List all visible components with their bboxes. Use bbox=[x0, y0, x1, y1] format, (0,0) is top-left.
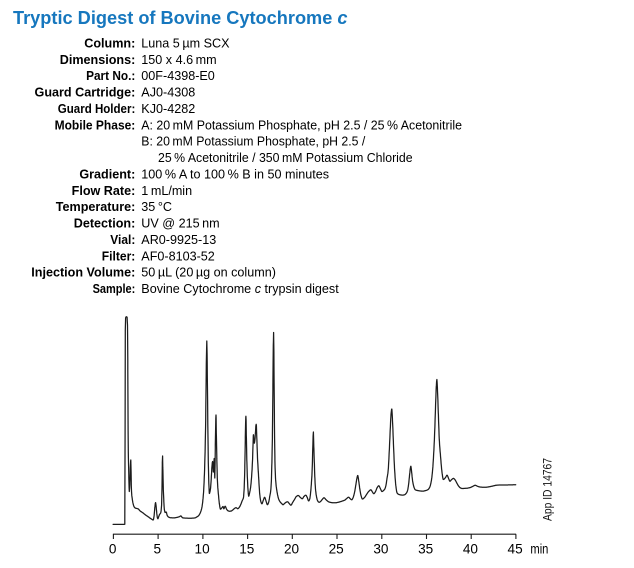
svg-text:Dimensions:: Dimensions: bbox=[60, 53, 136, 67]
svg-text:Gradient:: Gradient: bbox=[79, 168, 135, 182]
svg-text:Guard Cartridge:: Guard Cartridge: bbox=[35, 86, 136, 100]
svg-text:min: min bbox=[530, 542, 548, 557]
svg-text:Mobile Phase:: Mobile Phase: bbox=[55, 118, 136, 132]
svg-text:B: 20 mM Potassium Phosphate,: B: 20 mM Potassium Phosphate, pH 2.5 / bbox=[141, 135, 365, 149]
svg-text:00F-4398-E0: 00F-4398-E0 bbox=[141, 69, 215, 83]
svg-text:Flow Rate:: Flow Rate: bbox=[72, 184, 136, 198]
svg-text:Luna 5 µm SCX: Luna 5 µm SCX bbox=[141, 37, 230, 51]
svg-text:Temperature:: Temperature: bbox=[56, 200, 136, 214]
svg-text:45: 45 bbox=[508, 542, 523, 557]
svg-text:0: 0 bbox=[109, 542, 117, 557]
svg-text:Vial:: Vial: bbox=[110, 233, 135, 247]
svg-text:10: 10 bbox=[195, 542, 211, 557]
svg-text:Part No.:: Part No.: bbox=[86, 69, 135, 83]
svg-text:50 µL (20 µg on column): 50 µL (20 µg on column) bbox=[141, 266, 276, 280]
svg-text:Column:: Column: bbox=[84, 37, 135, 51]
svg-text:5: 5 bbox=[154, 542, 162, 557]
svg-text:100 % A to 100 % B in 50 minut: 100 % A to 100 % B in 50 minutes bbox=[141, 168, 329, 182]
svg-text:Injection Volume:: Injection Volume: bbox=[31, 266, 135, 280]
svg-text:35: 35 bbox=[418, 542, 433, 557]
svg-text:Tryptic Digest of Bovine Cytoc: Tryptic Digest of Bovine Cytochrome c bbox=[13, 8, 348, 28]
svg-text:Sample:: Sample: bbox=[93, 282, 136, 296]
svg-text:Guard Holder:: Guard Holder: bbox=[58, 102, 136, 116]
svg-text:AJ0-4308: AJ0-4308 bbox=[141, 86, 195, 100]
svg-text:UV @ 215 nm: UV @ 215 nm bbox=[141, 217, 219, 231]
svg-text:40: 40 bbox=[463, 542, 479, 557]
svg-text:A: 20 mM Potassium Phosphate,: A: 20 mM Potassium Phosphate, pH 2.5 / 2… bbox=[141, 118, 462, 132]
svg-text:20: 20 bbox=[284, 542, 300, 557]
svg-text:AF0-8103-52: AF0-8103-52 bbox=[141, 249, 215, 263]
svg-text:25 % Acetonitrile / 350 mM Pot: 25 % Acetonitrile / 350 mM Potassium Chl… bbox=[158, 151, 413, 165]
svg-text:150 x 4.6 mm: 150 x 4.6 mm bbox=[141, 53, 216, 67]
svg-text:35 °C: 35 °C bbox=[141, 200, 172, 214]
svg-text:25: 25 bbox=[329, 542, 344, 557]
svg-text:App ID 14767: App ID 14767 bbox=[541, 458, 555, 521]
svg-text:1 mL/min: 1 mL/min bbox=[141, 184, 192, 198]
svg-text:AR0-9925-13: AR0-9925-13 bbox=[141, 233, 216, 247]
svg-text:15: 15 bbox=[239, 542, 254, 557]
svg-text:KJ0-4282: KJ0-4282 bbox=[141, 102, 195, 116]
svg-text:Detection:: Detection: bbox=[74, 217, 136, 231]
svg-text:Bovine Cytochrome c trypsin di: Bovine Cytochrome c trypsin digest bbox=[141, 282, 339, 296]
svg-text:Filter:: Filter: bbox=[102, 249, 136, 263]
svg-text:30: 30 bbox=[373, 542, 389, 557]
